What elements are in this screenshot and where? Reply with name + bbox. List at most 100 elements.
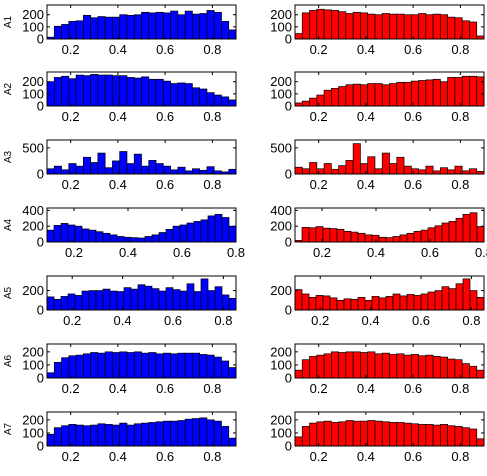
- bar: [352, 351, 361, 379]
- bar: [141, 165, 150, 175]
- bar: [461, 20, 470, 40]
- bar: [309, 97, 318, 107]
- bar: [165, 287, 174, 311]
- bar: [68, 424, 77, 447]
- bar: [396, 81, 405, 107]
- x-tick-label: 0.8: [203, 449, 221, 464]
- bar: [199, 354, 208, 379]
- bar: [294, 166, 303, 175]
- bar: [170, 353, 179, 379]
- bar: [315, 295, 324, 311]
- y-tick-label: 0: [285, 167, 292, 182]
- bar: [162, 352, 171, 379]
- bar: [192, 168, 201, 175]
- y-tick-label: 0: [285, 99, 292, 114]
- bar: [418, 169, 427, 175]
- bar: [53, 25, 62, 40]
- bar: [447, 169, 456, 175]
- bar: [144, 236, 153, 243]
- bar: [425, 165, 434, 175]
- bar: [126, 77, 135, 107]
- bar: [126, 424, 135, 447]
- bar: [410, 14, 419, 40]
- bar: [221, 217, 230, 243]
- bar: [454, 17, 463, 40]
- axes-frame: [46, 4, 237, 40]
- bar: [301, 12, 310, 40]
- bar: [90, 162, 99, 175]
- y-tick-label: 400: [270, 203, 292, 218]
- bar: [385, 237, 394, 243]
- bar: [378, 236, 387, 243]
- bar: [192, 13, 201, 40]
- bar: [95, 231, 104, 243]
- y-tick-label: 100: [22, 86, 44, 101]
- bar: [112, 160, 121, 175]
- y-tick-label: 100: [22, 425, 44, 440]
- bar: [345, 13, 354, 40]
- bar: [221, 96, 230, 107]
- bar: [177, 82, 186, 107]
- bar: [61, 75, 70, 107]
- bar: [184, 83, 193, 107]
- bar: [469, 75, 478, 107]
- y-tick-label: 200: [22, 344, 44, 359]
- bar: [374, 14, 383, 40]
- bar: [60, 223, 69, 243]
- y-tick-label: 500: [22, 140, 44, 155]
- bar: [403, 81, 412, 107]
- bar: [133, 14, 142, 40]
- bar: [323, 9, 332, 40]
- y-tick-label: 0: [37, 167, 44, 182]
- bar: [213, 356, 222, 379]
- bar: [148, 422, 157, 447]
- bar: [221, 360, 230, 379]
- y-tick-label: 100: [270, 357, 292, 372]
- y-tick-label: 200: [270, 412, 292, 427]
- y-tick-label: 500: [270, 140, 292, 155]
- bar: [309, 356, 318, 379]
- bar: [316, 8, 325, 40]
- bar: [67, 293, 76, 311]
- bar: [323, 420, 332, 447]
- bar: [316, 421, 325, 447]
- y-tick-label: 100: [22, 357, 44, 372]
- bar: [440, 356, 449, 379]
- bar: [331, 88, 339, 107]
- bar: [141, 352, 150, 379]
- x-tick-label: 0.8: [462, 313, 480, 328]
- x-tick-label: 0.8: [203, 42, 221, 57]
- bar: [455, 217, 464, 243]
- bar: [352, 83, 361, 107]
- bar: [200, 219, 209, 243]
- x-tick-label: 0.6: [404, 449, 422, 464]
- y-tick-label: 200: [22, 219, 44, 234]
- bar: [186, 283, 195, 311]
- y-tick-label: 200: [22, 412, 44, 427]
- bar: [46, 229, 55, 243]
- bar: [170, 169, 179, 175]
- bar: [396, 156, 405, 175]
- bar: [162, 12, 171, 40]
- bar: [447, 16, 456, 40]
- x-tick-label: 0.6: [404, 381, 422, 396]
- bar: [112, 424, 121, 447]
- x-tick-label: 0.4: [119, 245, 137, 260]
- bar: [177, 166, 186, 175]
- panel-5-right: 0.2 0.4 0.6 0.8 0 200: [270, 275, 485, 328]
- bar: [130, 237, 139, 243]
- bar: [192, 87, 201, 107]
- bar: [301, 227, 310, 243]
- bar: [155, 11, 164, 40]
- bar: [374, 168, 383, 175]
- x-tick-label: 0.2: [62, 449, 80, 464]
- x-tick-label: 0.6: [404, 109, 422, 124]
- bar: [441, 222, 450, 243]
- bar: [74, 295, 83, 311]
- bar: [454, 165, 463, 175]
- bar: [82, 156, 91, 175]
- bar: [46, 168, 55, 175]
- bar: [184, 352, 193, 379]
